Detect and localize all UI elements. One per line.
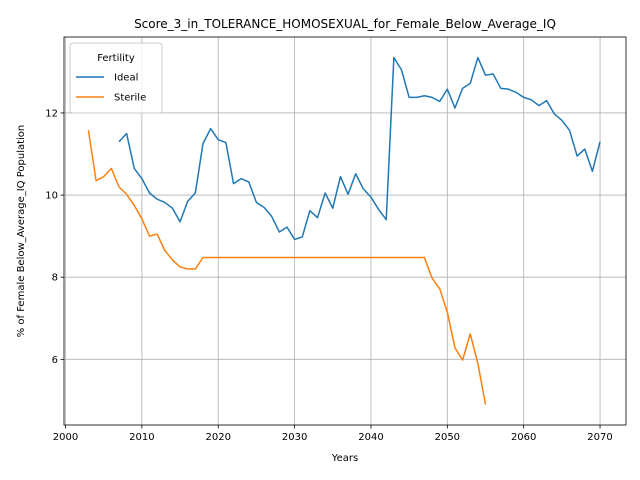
legend-title: Fertility xyxy=(97,53,135,64)
x-tick-label: 2060 xyxy=(511,432,536,443)
x-tick-label: 2070 xyxy=(587,432,612,443)
x-tick-label: 2040 xyxy=(358,432,383,443)
y-tick-label: 10 xyxy=(45,191,58,202)
x-tick-label: 2010 xyxy=(129,432,154,443)
series-line-ideal xyxy=(118,56,601,241)
y-axis-title: % of Female Below_Average_IQ Population xyxy=(16,125,27,338)
legend-label-sterile: Sterile xyxy=(114,93,146,104)
legend-entries: Ideal Sterile xyxy=(76,73,146,104)
axis-ticks: 2000 2010 2020 2030 2040 2050 2060 2070 6 8 10 12 xyxy=(45,108,612,443)
y-tick-label: 8 xyxy=(52,273,58,284)
legend: Fertility Ideal Sterile xyxy=(69,42,163,114)
series-lines xyxy=(87,56,601,405)
x-tick-label: 2030 xyxy=(282,432,307,443)
x-tick-label: 2000 xyxy=(53,432,78,443)
chart-title: Score_3_in_TOLERANCE_HOMOSEXUAL_for_Fema… xyxy=(134,17,556,31)
grid xyxy=(64,37,626,425)
legend-label-ideal: Ideal xyxy=(114,73,138,84)
x-tick-label: 2020 xyxy=(206,432,231,443)
legend-box xyxy=(69,42,163,114)
x-axis-title: Years xyxy=(331,453,358,464)
series-line-sterile xyxy=(87,130,487,405)
plot-frame xyxy=(63,36,627,426)
x-tick-label: 2050 xyxy=(435,432,460,443)
y-tick-label: 12 xyxy=(45,108,58,119)
y-tick-label: 6 xyxy=(52,355,58,366)
